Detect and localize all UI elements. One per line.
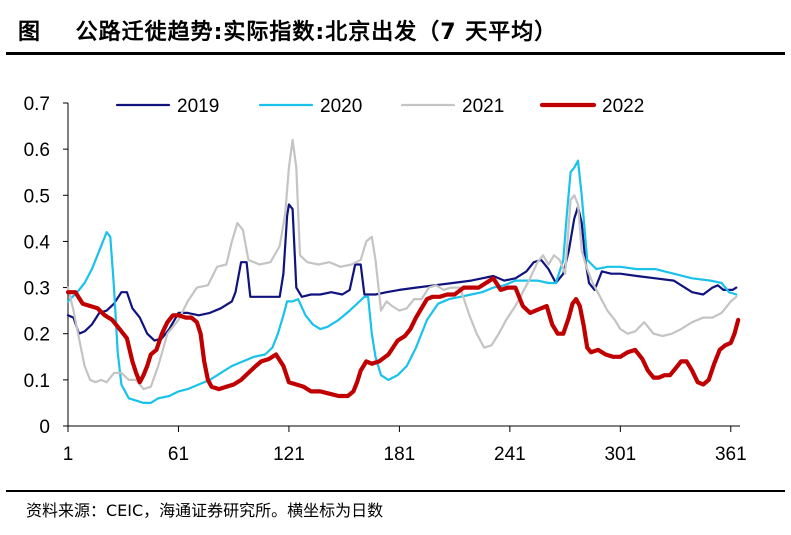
y-tick-label: 0.2 bbox=[24, 325, 50, 346]
legend-label-2022: 2022 bbox=[602, 96, 644, 117]
legend-label-2020: 2020 bbox=[320, 96, 362, 117]
series-line-2022 bbox=[65, 276, 741, 399]
series-line-2019 bbox=[66, 203, 738, 342]
x-tick-label: 61 bbox=[168, 444, 189, 465]
x-tick-label: 1 bbox=[63, 444, 74, 465]
x-tick-label: 241 bbox=[494, 444, 526, 465]
y-tick-label: 0 bbox=[39, 417, 50, 438]
y-tick-label: 0.7 bbox=[24, 94, 50, 115]
x-tick-label: 361 bbox=[715, 444, 747, 465]
y-tick-label: 0.3 bbox=[24, 279, 50, 300]
y-tick-label: 0.4 bbox=[24, 232, 51, 253]
series-line-2020 bbox=[66, 159, 738, 404]
series-line-2021 bbox=[66, 138, 738, 391]
title-bar: 图 公路迁徙趋势:实际指数:北京出发（7 天平均） bbox=[6, 8, 785, 52]
chart-title: 图 公路迁徙趋势:实际指数:北京出发（7 天平均） bbox=[18, 20, 558, 45]
source-note: 资料来源：CEIC，海通证券研究所。横坐标为日数 bbox=[26, 501, 384, 520]
legend-label-2019: 2019 bbox=[177, 96, 219, 117]
x-tick-label: 181 bbox=[384, 444, 416, 465]
y-tick-label: 0.5 bbox=[24, 186, 50, 207]
y-tick-label: 0.6 bbox=[24, 140, 50, 161]
title-underline bbox=[6, 52, 785, 55]
footer-rule bbox=[6, 490, 785, 492]
y-tick-label: 0.1 bbox=[24, 371, 50, 392]
x-tick-label: 301 bbox=[604, 444, 636, 465]
x-tick-label: 121 bbox=[273, 444, 305, 465]
legend-label-2021: 2021 bbox=[462, 96, 504, 117]
